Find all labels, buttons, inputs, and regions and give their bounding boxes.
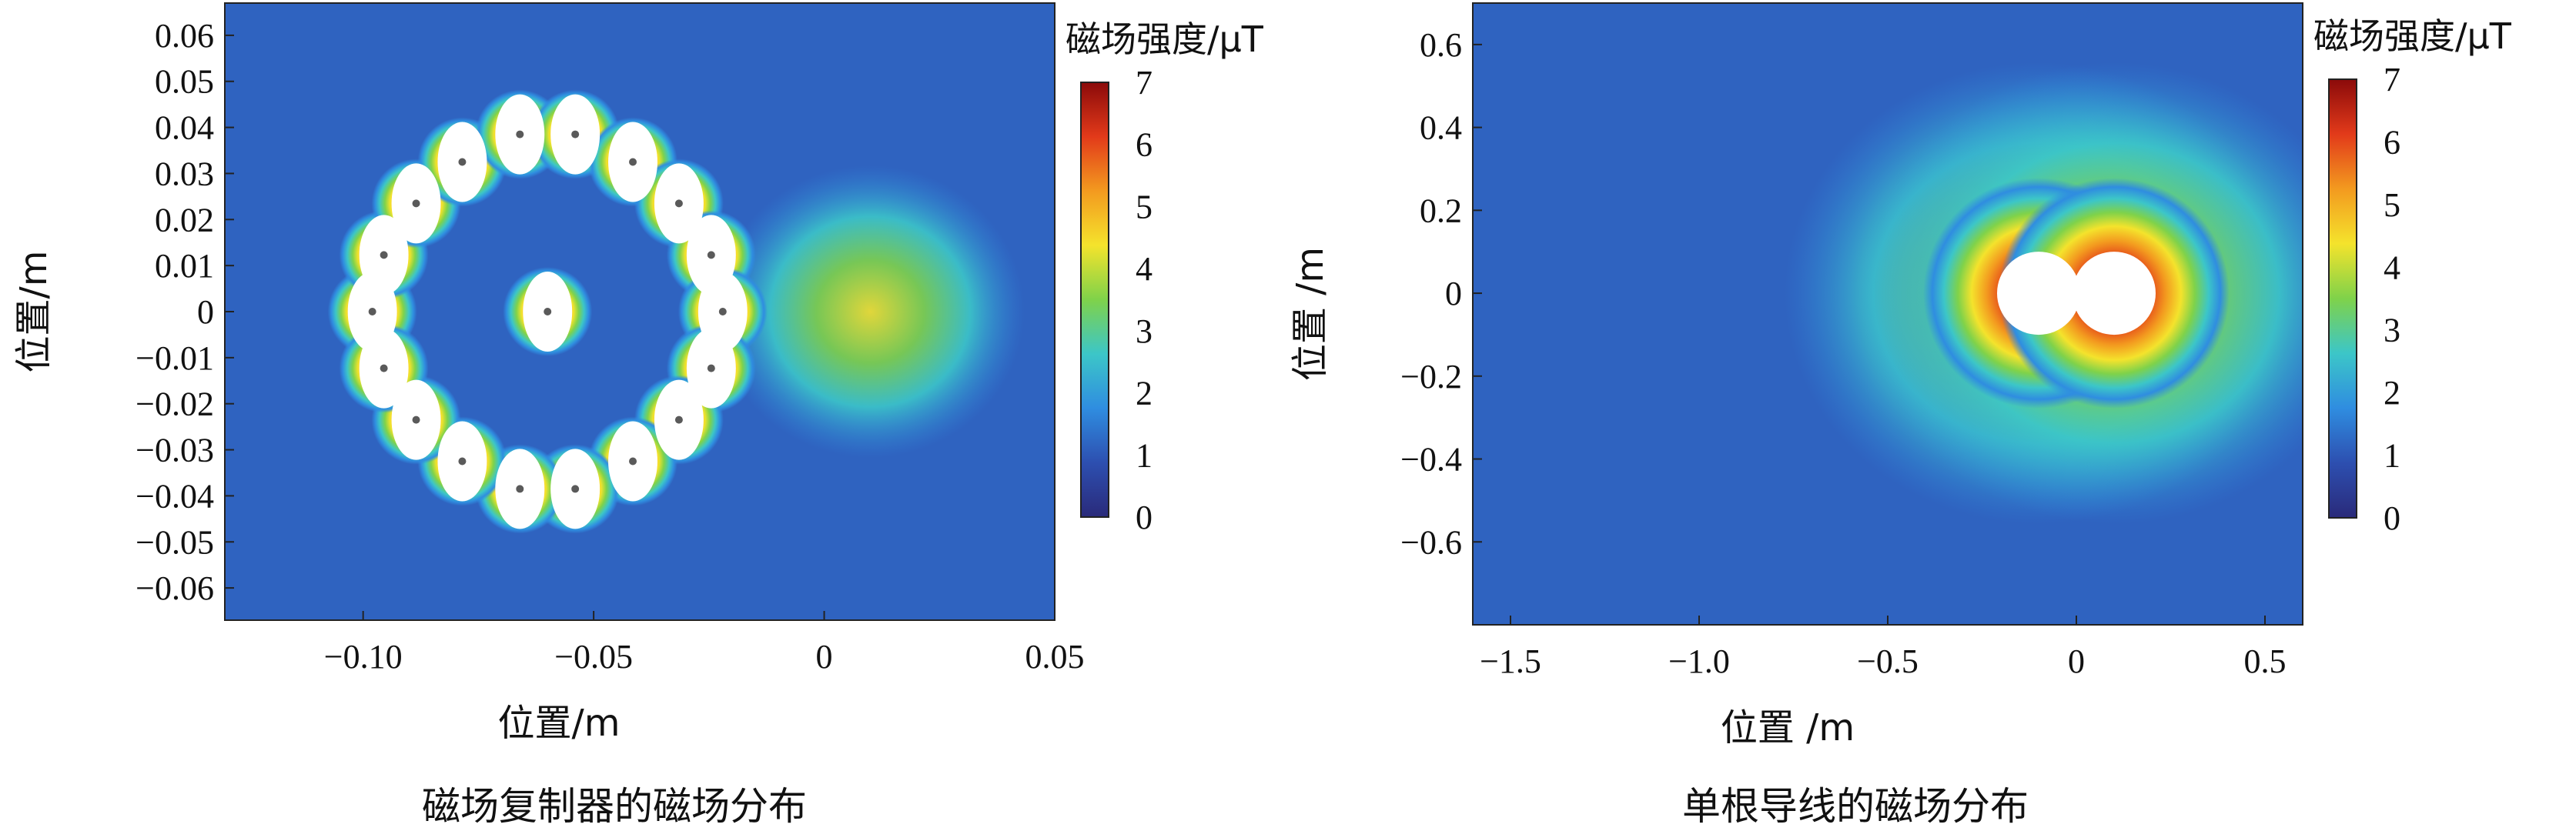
x-tick-label: −1.0 — [1668, 642, 1730, 680]
colorbar-title: 磁场强度/μT — [1066, 18, 1264, 60]
colorbar-tick-label: 6 — [1136, 126, 1153, 164]
y-tick-label: −0.6 — [1400, 523, 1462, 561]
conductor-point — [412, 416, 420, 424]
y-tick-label: −0.04 — [135, 477, 214, 515]
right-chart: −1.5 −1.0 −0.5 0 0.5 0.6 0.4 0.2 0 −0.2 −0.4 −0.6 位置… — [1289, 2, 2512, 749]
colorbar-tick-label: 6 — [2384, 123, 2400, 161]
y-tick-label: 0.04 — [155, 109, 214, 147]
conductor-region — [1997, 252, 2080, 335]
y-axis-title: 位置 /m — [1289, 247, 1332, 381]
right-panel: −1.5 −1.0 −0.5 0 0.5 0.6 0.4 0.2 0 −0.2 −0.4 −0.6 位置… — [1288, 0, 2576, 769]
y-tick-label: −0.05 — [135, 523, 214, 561]
x-tick-label: 0 — [2068, 642, 2085, 680]
x-tick-label: 0.5 — [2244, 642, 2287, 680]
y-tick-label: −0.2 — [1400, 358, 1462, 395]
heatmap-field — [1473, 3, 2303, 625]
colorbar-tick-label: 5 — [2384, 186, 2400, 224]
conductor-point — [380, 364, 388, 372]
colorbar — [2328, 78, 2357, 519]
y-tick-label: 0.06 — [155, 17, 214, 55]
colorbar-tick-label: 2 — [2384, 374, 2400, 412]
x-tick-label: 0.05 — [1025, 638, 1085, 676]
y-tick-label: −0.03 — [135, 432, 214, 469]
y-tick-label: 0 — [197, 293, 214, 331]
y-tick-label: −0.06 — [135, 569, 214, 607]
y-tick-label: 0.4 — [1420, 109, 1462, 147]
y-axis-title: 位置/m — [12, 251, 55, 373]
left-chart: −0.10 −0.05 0 0.05 0.06 0.05 0.04 0.03 0.02 0.01 0… — [12, 2, 1264, 745]
left-caption: 磁场复制器的磁场分布 — [422, 784, 807, 829]
conductor-point — [571, 130, 580, 138]
x-axis-title: 位置 /m — [1721, 706, 1855, 749]
conductor-point — [412, 199, 420, 208]
conductor-point — [674, 199, 683, 208]
y-tick-label: 0.6 — [1420, 26, 1462, 64]
colorbar-tick-label: 3 — [2384, 312, 2400, 349]
y-tick-label: −0.4 — [1400, 441, 1462, 479]
conductor-point — [458, 457, 467, 466]
colorbar — [1080, 82, 1109, 518]
colorbar-tick-label: 2 — [1136, 375, 1153, 412]
y-tick-label: 0.2 — [1420, 192, 1462, 229]
y-tick-label: 0 — [1445, 275, 1462, 312]
y-tick-label: 0.01 — [155, 247, 214, 285]
x-tick-label: −0.5 — [1857, 642, 1919, 680]
conductor-point — [629, 457, 637, 466]
y-tick-label: 0.02 — [155, 201, 214, 239]
conductor-region — [2073, 252, 2156, 335]
y-tick-label: −0.01 — [135, 339, 214, 377]
colorbar-tick-label: 4 — [2384, 249, 2400, 286]
conductor-point — [380, 251, 388, 259]
colorbar-title: 磁场强度/μT — [2313, 15, 2512, 57]
conductor-point — [707, 251, 715, 259]
colorbar-tick-label: 0 — [1136, 499, 1153, 536]
left-panel: −0.10 −0.05 0 0.05 0.06 0.05 0.04 0.03 0.02 0.01 0… — [0, 0, 1288, 769]
y-tick-label: −0.02 — [135, 385, 214, 423]
x-tick-label: −0.10 — [324, 638, 403, 676]
field-glow — [716, 165, 1025, 458]
colorbar-tick-label: 1 — [2384, 437, 2400, 475]
conductor-point — [718, 308, 727, 315]
colorbar-tick-label: 4 — [1136, 250, 1153, 288]
colorbar-tick-label: 7 — [2384, 61, 2400, 98]
heatmap-field — [225, 3, 1055, 620]
colorbar-tick-label: 7 — [1136, 64, 1153, 102]
conductor-point — [368, 308, 376, 315]
x-axis-title: 位置/m — [498, 702, 621, 745]
colorbar-tick-label: 3 — [1136, 312, 1153, 350]
conductor-point — [629, 158, 637, 166]
x-tick-label: −1.5 — [1480, 642, 1541, 680]
colorbar-tick-label: 5 — [1136, 188, 1153, 225]
conductor-point — [674, 416, 683, 424]
right-caption: 单根导线的磁场分布 — [1682, 784, 2029, 829]
conductor-point — [516, 485, 524, 493]
conductor-point — [544, 308, 552, 315]
colorbar-tick-label: 0 — [2384, 499, 2400, 537]
x-tick-label: 0 — [816, 638, 833, 676]
x-tick-label: −0.05 — [554, 638, 633, 676]
colorbar-tick-label: 1 — [1136, 436, 1153, 474]
conductor-point — [516, 130, 524, 138]
conductor-point — [571, 485, 580, 493]
y-tick-label: 0.05 — [155, 63, 214, 101]
conductor-point — [458, 158, 467, 166]
y-tick-label: 0.03 — [155, 155, 214, 192]
conductor-point — [707, 364, 715, 372]
